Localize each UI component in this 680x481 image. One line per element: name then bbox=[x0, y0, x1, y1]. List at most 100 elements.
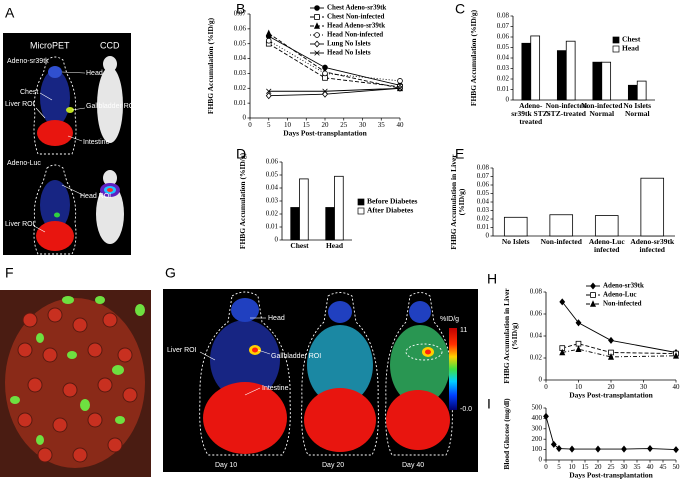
x-tick-label: No Islets bbox=[501, 238, 530, 246]
x-tick-label: 10 bbox=[284, 121, 292, 129]
legend-marker bbox=[314, 40, 320, 48]
legend-marker bbox=[313, 22, 321, 29]
x-tick-label-box: Adeno-sr39tk STZ-treated bbox=[511, 102, 550, 125]
y-tick-label: 400 bbox=[532, 414, 543, 422]
bar bbox=[556, 50, 567, 101]
y-tick-label: 0.07 bbox=[234, 10, 247, 18]
y-tick-label: 0.03 bbox=[234, 69, 247, 77]
marker bbox=[607, 353, 615, 360]
x-tick-label: 10 bbox=[569, 463, 577, 471]
y-tick-label: 200 bbox=[532, 435, 543, 443]
bar bbox=[530, 35, 541, 101]
y-tick-label: 0.01 bbox=[497, 85, 510, 93]
y-tick-label: 0.04 bbox=[497, 54, 510, 62]
x-axis-label: Days Post-transplantation bbox=[569, 391, 653, 400]
marker bbox=[265, 37, 272, 44]
legend-swatch bbox=[357, 198, 365, 206]
legend-label: Chest bbox=[622, 35, 641, 44]
image-label: Gallbladder ROI bbox=[86, 103, 136, 110]
image-label: Chest bbox=[20, 89, 38, 96]
column-header: CCD bbox=[100, 40, 120, 50]
y-tick-label: 500 bbox=[532, 404, 543, 412]
y-tick-label: 0.04 bbox=[234, 54, 247, 62]
bar bbox=[636, 80, 647, 101]
legend-label: Lung No Islets bbox=[327, 40, 371, 48]
x-tick-label: 10 bbox=[575, 383, 583, 391]
x-tick-label: 30 bbox=[621, 463, 629, 471]
image-label: Intestine bbox=[262, 385, 289, 392]
marker bbox=[595, 445, 601, 453]
x-tick-label: 15 bbox=[303, 121, 311, 129]
y-tick-label: 0.04 bbox=[530, 332, 543, 340]
legend-marker bbox=[589, 300, 597, 307]
y-axis-label-box: FHBG Accumulation (%ID/g) bbox=[239, 152, 247, 250]
x-tick-label-box: Non-infected Normal bbox=[581, 102, 623, 118]
x-tick-label: 35 bbox=[634, 463, 642, 471]
marker bbox=[322, 90, 328, 98]
x-tick-label: Non-infected STZ-treated bbox=[545, 102, 587, 118]
x-tick-label: 0 bbox=[544, 383, 548, 391]
bar bbox=[549, 214, 574, 237]
legend-marker bbox=[314, 14, 320, 20]
x-tick-label: 5 bbox=[557, 463, 561, 471]
x-tick-label: 25 bbox=[608, 463, 616, 471]
panel-letter: F bbox=[5, 265, 14, 281]
x-tick-label: 40 bbox=[673, 383, 680, 391]
marker bbox=[397, 78, 403, 84]
x-tick-label: 20 bbox=[608, 383, 616, 391]
legend-label: Non-infected bbox=[603, 300, 642, 308]
marker bbox=[672, 352, 680, 359]
x-tick-label: 0 bbox=[248, 121, 252, 129]
y-tick-label: 0.04 bbox=[477, 198, 490, 206]
y-axis-label-box: FHBG Accumulation (%ID/g) bbox=[207, 18, 215, 114]
y-tick-label: 0.02 bbox=[497, 75, 510, 83]
bar bbox=[594, 215, 619, 237]
y-axis-label-box: FHBG Accumulation in Liver (%ID/g) bbox=[503, 288, 519, 384]
x-tick-label-box: Adeno-sr39tk infected bbox=[630, 238, 674, 253]
y-tick-label: 0.02 bbox=[266, 210, 279, 218]
image-label: Intestine bbox=[83, 139, 110, 146]
day-label: Day 20 bbox=[322, 462, 344, 469]
image-label: Head ROI bbox=[80, 193, 111, 200]
y-axis-label-box: FHBG Accumulation (%ID/g) bbox=[470, 9, 478, 107]
x-tick-label: 20 bbox=[595, 463, 603, 471]
legend-label: Head No Islets bbox=[327, 49, 371, 57]
x-tick-label: 15 bbox=[582, 463, 590, 471]
panel-letter: A bbox=[5, 5, 15, 21]
marker bbox=[265, 29, 272, 37]
legend-label: Head Non-infected bbox=[327, 31, 383, 39]
y-tick-label: 0.07 bbox=[497, 22, 510, 30]
y-axis-label: FHBG Accumulation (%ID/g) bbox=[470, 9, 478, 107]
y-axis-label: Blood Glucose (mg/dl) bbox=[503, 398, 511, 470]
panel-a-image bbox=[3, 33, 131, 255]
panel-f-image bbox=[0, 290, 151, 477]
legend-swatch bbox=[357, 207, 365, 215]
x-tick-label: 20 bbox=[322, 121, 330, 129]
legend-marker bbox=[314, 5, 320, 11]
marker bbox=[543, 412, 549, 420]
y-axis-label: FHBG Accumulation in Liver (%ID/g) bbox=[503, 288, 519, 384]
day-label: Day 10 bbox=[215, 462, 237, 469]
x-axis-label: Days Post-transplantation bbox=[283, 129, 367, 138]
x-tick-label: Non-infected Normal bbox=[581, 102, 623, 118]
column-header: MicroPET bbox=[30, 40, 70, 50]
series-line bbox=[562, 343, 677, 355]
marker bbox=[673, 446, 679, 454]
y-axis-label: FHBG Accumulation (%ID/g) bbox=[239, 152, 247, 250]
y-tick-label: 0.05 bbox=[234, 39, 247, 47]
legend-label: Before Diabetes bbox=[367, 197, 418, 206]
x-tick-label: 35 bbox=[378, 121, 386, 129]
y-tick-label: 0.02 bbox=[234, 84, 247, 92]
colorbar-label: -0.0 bbox=[460, 406, 472, 413]
bar bbox=[325, 207, 335, 241]
y-tick-label: 0 bbox=[243, 114, 247, 122]
marker bbox=[569, 445, 575, 453]
y-tick-label: 0.08 bbox=[530, 288, 543, 296]
legend-label: After Diabetes bbox=[367, 206, 413, 215]
y-tick-label: 0.02 bbox=[530, 354, 543, 362]
bar bbox=[627, 84, 638, 101]
y-tick-label: 0.05 bbox=[497, 43, 510, 51]
image-label: Head bbox=[86, 70, 103, 77]
y-tick-label: 0.04 bbox=[266, 184, 279, 192]
